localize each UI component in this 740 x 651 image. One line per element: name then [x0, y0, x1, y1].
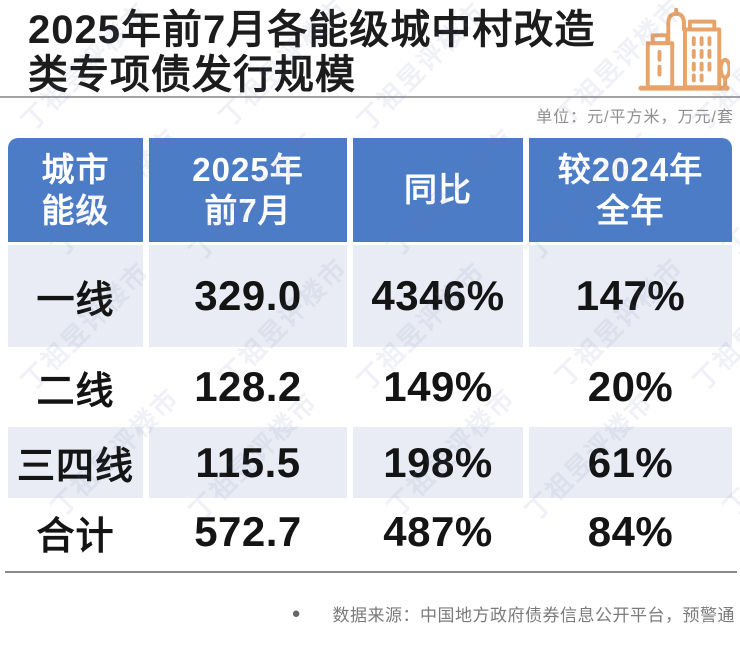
table-header-row: 城市 能级 2025年 前7月 同比 较2024年 全年 — [8, 138, 732, 242]
data-table: 城市 能级 2025年 前7月 同比 较2024年 全年 一线 329.0 43… — [8, 138, 732, 566]
row-value: 572.7 — [149, 498, 347, 566]
row-value: 487% — [353, 498, 523, 566]
header-cell-yoy: 同比 — [353, 138, 523, 242]
header-line: 2025年 — [192, 150, 304, 188]
row-value: 115.5 — [149, 427, 347, 498]
footer: ● 数据来源：中国地方政府债券信息公开平台，预警通 — [291, 601, 735, 626]
row-value: 20% — [529, 347, 732, 427]
header-cell-2025-first7months: 2025年 前7月 — [149, 138, 347, 242]
page-title-line1: 2025年前7月各能级城中村改造 — [28, 8, 596, 52]
header-cell-vs-2024: 较2024年 全年 — [529, 138, 732, 242]
header-line: 同比 — [404, 171, 472, 209]
title-divider — [0, 96, 740, 98]
row-label: 一线 — [8, 245, 143, 347]
row-value: 147% — [529, 245, 732, 347]
header-line: 能级 — [41, 192, 110, 229]
table-row-tier2: 二线 128.2 149% 20% — [8, 347, 732, 427]
header-cell-city-tier: 城市 能级 — [8, 138, 143, 242]
city-buildings-icon — [638, 7, 730, 91]
page-title: 2025年前7月各能级城中村改造 类专项债发行规模 — [28, 8, 595, 98]
row-value: 61% — [529, 427, 732, 498]
header-line: 全年 — [596, 192, 665, 229]
table-row-total: 合计 572.7 487% 84% — [8, 498, 732, 566]
row-value: 198% — [353, 427, 523, 498]
row-value: 84% — [529, 498, 732, 566]
row-label: 二线 — [8, 347, 143, 427]
row-value: 4346% — [353, 245, 523, 347]
page-title-line2: 类专项债发行规模 — [28, 53, 356, 98]
row-label: 三四线 — [8, 427, 143, 498]
header-line: 较2024年 — [557, 150, 704, 188]
row-value: 329.0 — [149, 245, 347, 347]
data-source: 数据来源：中国地方政府债券信息公开平台，预警通 — [332, 606, 735, 625]
table-row-tier34: 三四线 115.5 198% 61% — [8, 427, 732, 498]
bullet-icon: ● — [291, 605, 301, 622]
row-value: 149% — [353, 347, 523, 427]
row-value: 128.2 — [149, 347, 347, 427]
unit-note: 单位：元/平方米，万元/套 — [536, 109, 734, 126]
footer-divider — [5, 571, 737, 573]
row-label: 合计 — [8, 498, 143, 566]
header-line: 前7月 — [204, 192, 292, 229]
table-row-tier1: 一线 329.0 4346% 147% — [8, 245, 732, 347]
header-line: 城市 — [41, 150, 110, 188]
